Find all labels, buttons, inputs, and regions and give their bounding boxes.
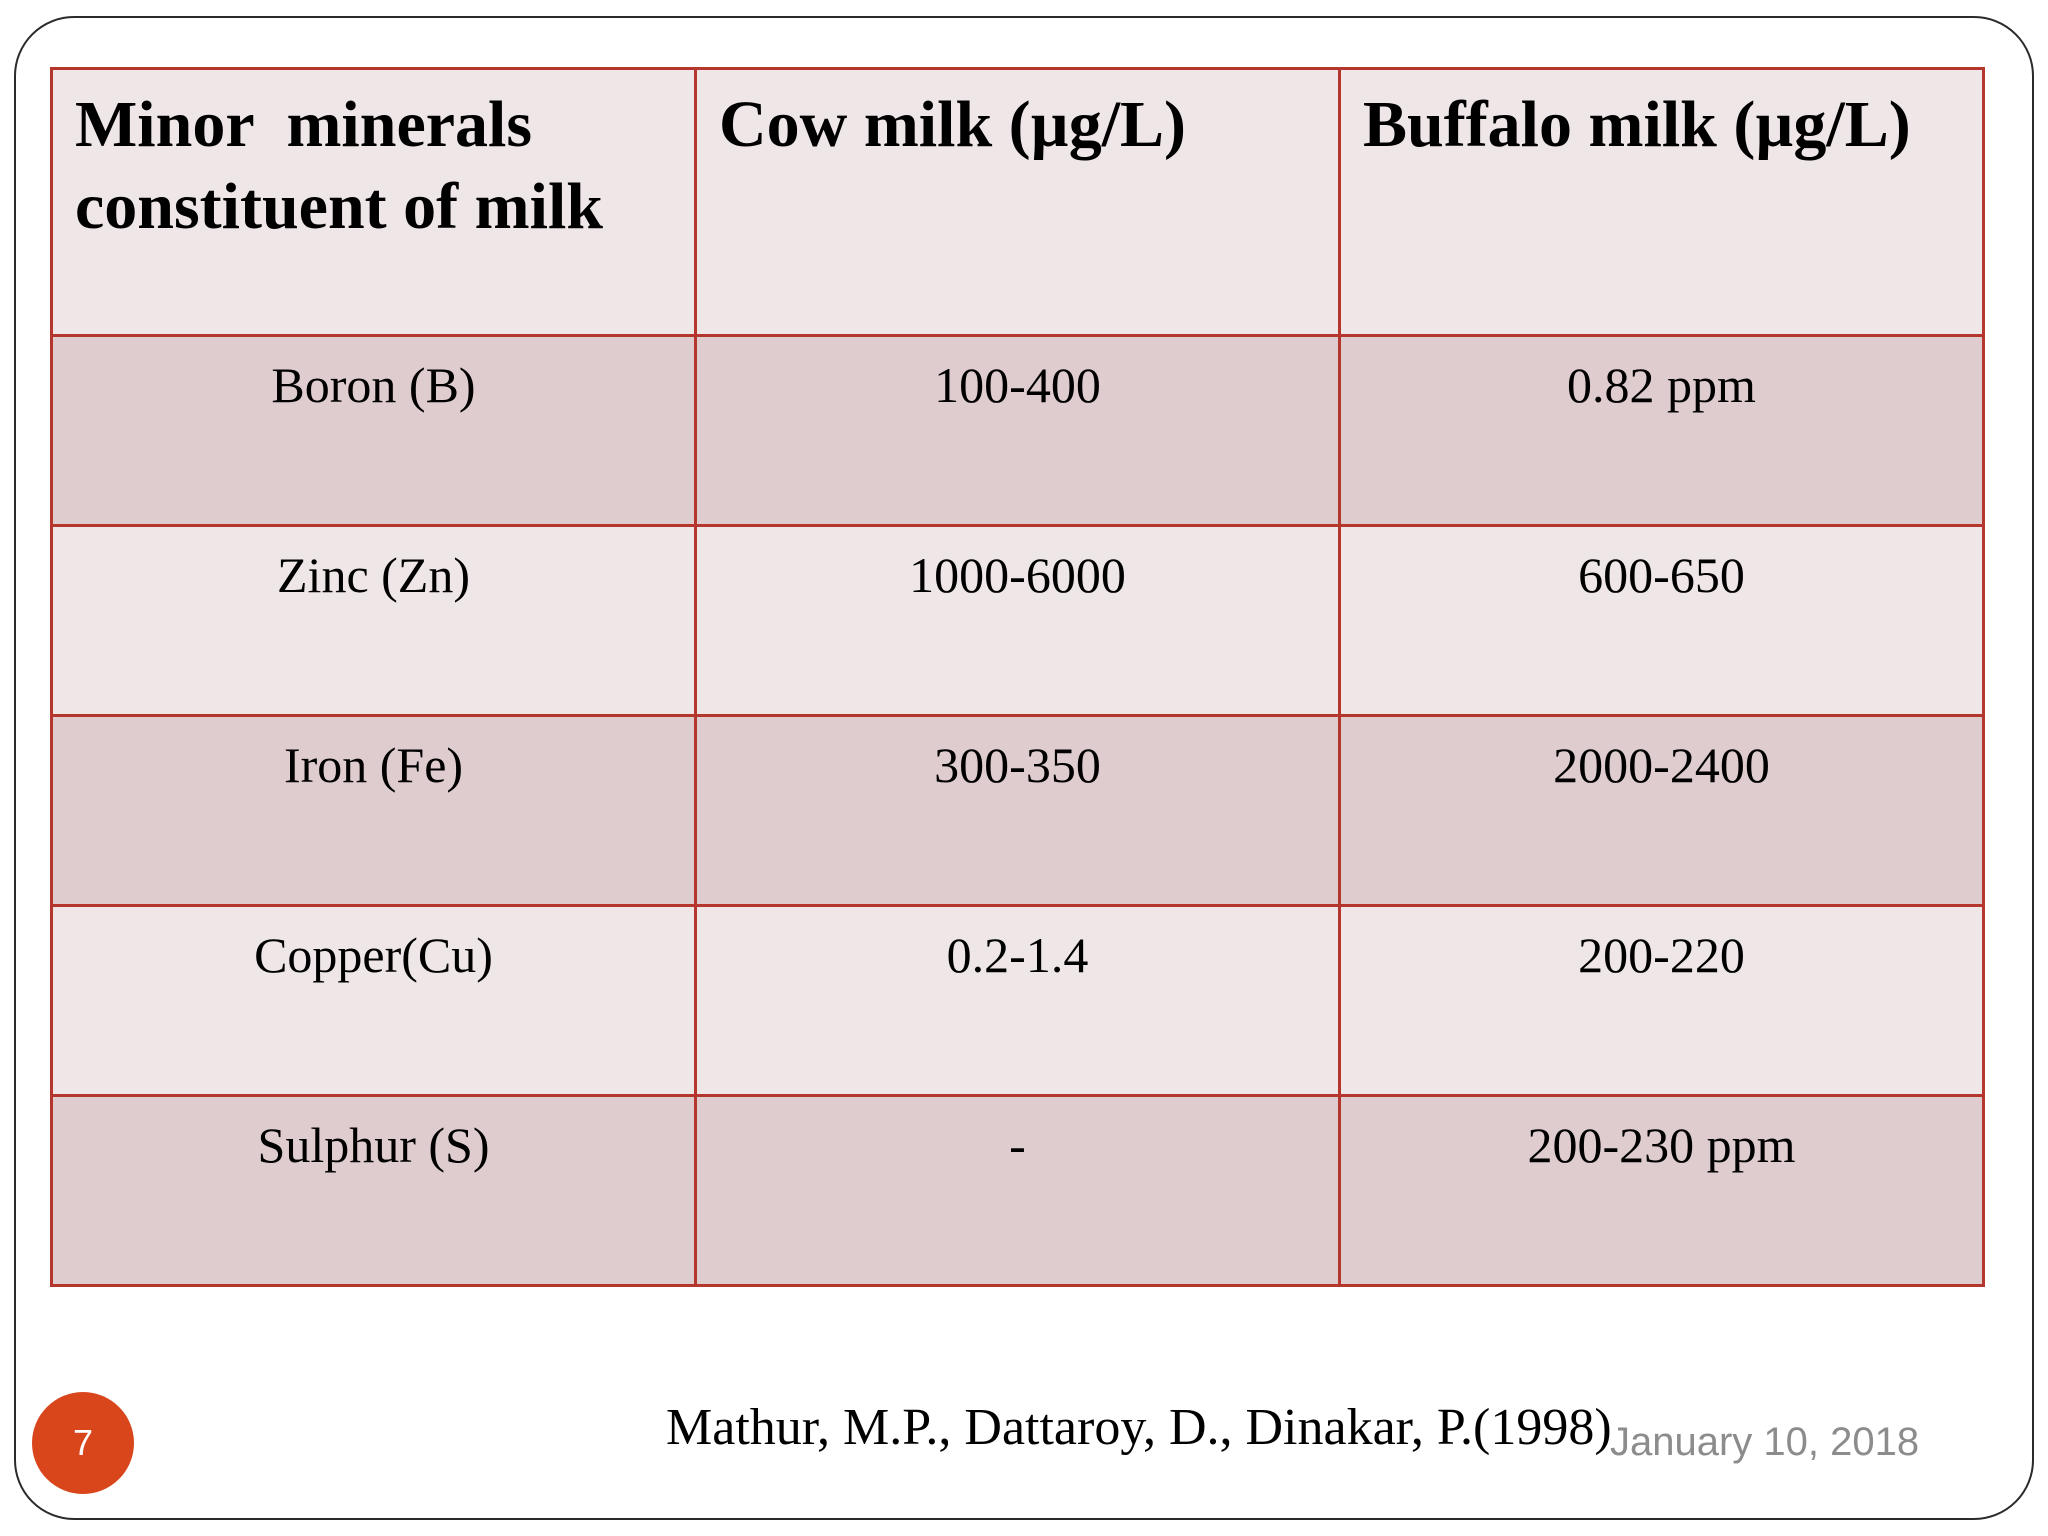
buffalo-milk-cell: 200-220 [1338, 904, 1985, 1097]
slide-number-badge: 7 [32, 1392, 134, 1494]
buffalo-milk-cell: 0.82 ppm [1338, 334, 1985, 527]
table-row: Copper(Cu) 0.2-1.4 200-220 [50, 904, 1985, 1097]
citation: Mathur, M.P., Dattaroy, D., Dinakar, P.(… [666, 1399, 1612, 1456]
mineral-name-cell: Iron (Fe) [50, 714, 697, 907]
mineral-name-cell: Sulphur (S) [50, 1094, 697, 1287]
table-row: Boron (B) 100-400 0.82 ppm [50, 334, 1985, 527]
minerals-table: Minor minerals constituent of milk Cow m… [50, 67, 1985, 1287]
mineral-name-cell: Zinc (Zn) [50, 524, 697, 717]
table-row: Iron (Fe) 300-350 2000-2400 [50, 714, 1985, 907]
header-buffalo-milk: Buffalo milk (µg/L) [1338, 67, 1985, 337]
buffalo-milk-cell: 2000-2400 [1338, 714, 1985, 907]
header-row: Minor minerals constituent of milk Cow m… [50, 67, 1985, 337]
buffalo-milk-cell: 200-230 ppm [1338, 1094, 1985, 1287]
buffalo-milk-cell: 600-650 [1338, 524, 1985, 717]
cow-milk-cell: 0.2-1.4 [694, 904, 1341, 1097]
table-row: Sulphur (S) - 200-230 ppm [50, 1094, 1985, 1287]
cow-milk-cell: 1000-6000 [694, 524, 1341, 717]
slide-date: January 10, 2018 [1610, 1420, 1920, 1464]
cow-milk-cell: - [694, 1094, 1341, 1287]
table-row: Zinc (Zn) 1000-6000 600-650 [50, 524, 1985, 717]
cow-milk-cell: 100-400 [694, 334, 1341, 527]
mineral-name-cell: Boron (B) [50, 334, 697, 527]
mineral-name-cell: Copper(Cu) [50, 904, 697, 1097]
header-minor-minerals: Minor minerals constituent of milk [50, 67, 697, 337]
cow-milk-cell: 300-350 [694, 714, 1341, 907]
header-cow-milk: Cow milk (µg/L) [694, 67, 1341, 337]
